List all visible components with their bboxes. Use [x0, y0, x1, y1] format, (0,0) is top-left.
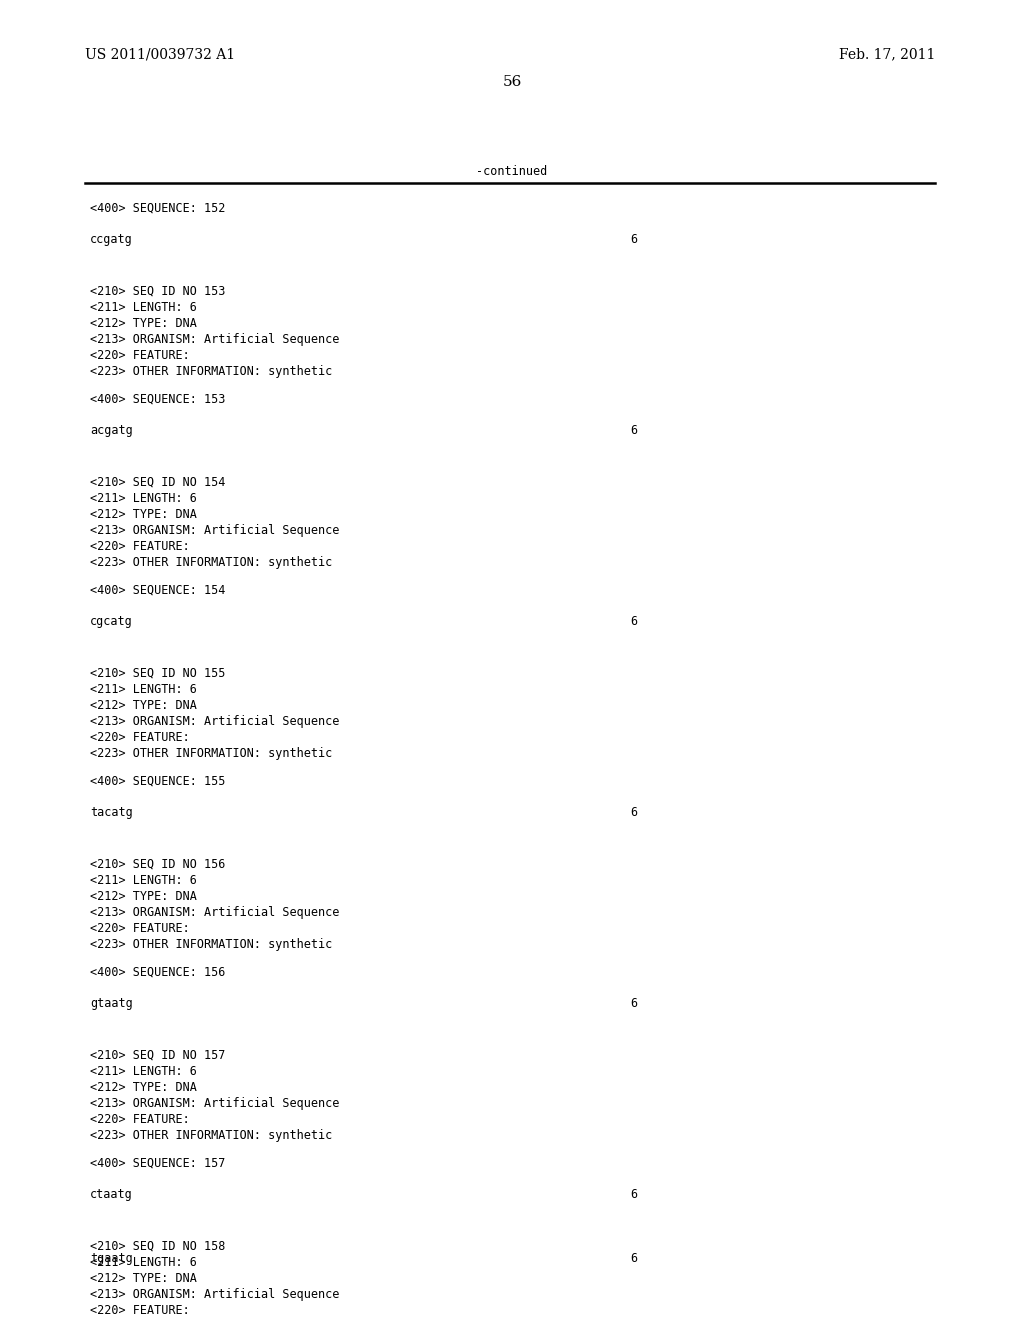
Text: Feb. 17, 2011: Feb. 17, 2011: [839, 48, 935, 61]
Text: gtaatg: gtaatg: [90, 997, 133, 1010]
Text: <220> FEATURE:: <220> FEATURE:: [90, 540, 189, 553]
Text: 6: 6: [630, 807, 637, 818]
Text: 6: 6: [630, 615, 637, 628]
Text: <213> ORGANISM: Artificial Sequence: <213> ORGANISM: Artificial Sequence: [90, 715, 339, 729]
Text: <211> LENGTH: 6: <211> LENGTH: 6: [90, 301, 197, 314]
Text: <212> TYPE: DNA: <212> TYPE: DNA: [90, 508, 197, 521]
Text: <223> OTHER INFORMATION: synthetic: <223> OTHER INFORMATION: synthetic: [90, 1129, 332, 1142]
Text: 6: 6: [630, 1188, 637, 1201]
Text: <211> LENGTH: 6: <211> LENGTH: 6: [90, 1065, 197, 1078]
Text: acgatg: acgatg: [90, 424, 133, 437]
Text: cgcatg: cgcatg: [90, 615, 133, 628]
Text: tgaatg: tgaatg: [90, 1251, 133, 1265]
Text: 6: 6: [630, 1251, 637, 1265]
Text: ctaatg: ctaatg: [90, 1188, 133, 1201]
Text: <212> TYPE: DNA: <212> TYPE: DNA: [90, 317, 197, 330]
Text: <400> SEQUENCE: 154: <400> SEQUENCE: 154: [90, 583, 225, 597]
Text: -continued: -continued: [476, 165, 548, 178]
Text: <220> FEATURE:: <220> FEATURE:: [90, 921, 189, 935]
Text: <223> OTHER INFORMATION: synthetic: <223> OTHER INFORMATION: synthetic: [90, 556, 332, 569]
Text: <400> SEQUENCE: 155: <400> SEQUENCE: 155: [90, 775, 225, 788]
Text: US 2011/0039732 A1: US 2011/0039732 A1: [85, 48, 236, 61]
Text: <223> OTHER INFORMATION: synthetic: <223> OTHER INFORMATION: synthetic: [90, 747, 332, 760]
Text: <220> FEATURE:: <220> FEATURE:: [90, 1113, 189, 1126]
Text: <400> SEQUENCE: 153: <400> SEQUENCE: 153: [90, 393, 225, 407]
Text: <400> SEQUENCE: 152: <400> SEQUENCE: 152: [90, 202, 225, 215]
Text: ccgatg: ccgatg: [90, 234, 133, 246]
Text: <210> SEQ ID NO 155: <210> SEQ ID NO 155: [90, 667, 225, 680]
Text: <210> SEQ ID NO 153: <210> SEQ ID NO 153: [90, 285, 225, 298]
Text: <211> LENGTH: 6: <211> LENGTH: 6: [90, 1257, 197, 1269]
Text: 6: 6: [630, 234, 637, 246]
Text: <212> TYPE: DNA: <212> TYPE: DNA: [90, 700, 197, 711]
Text: <223> OTHER INFORMATION: synthetic: <223> OTHER INFORMATION: synthetic: [90, 366, 332, 378]
Text: <400> SEQUENCE: 157: <400> SEQUENCE: 157: [90, 1158, 225, 1170]
Text: <211> LENGTH: 6: <211> LENGTH: 6: [90, 492, 197, 506]
Text: <213> ORGANISM: Artificial Sequence: <213> ORGANISM: Artificial Sequence: [90, 333, 339, 346]
Text: <223> OTHER INFORMATION: synthetic: <223> OTHER INFORMATION: synthetic: [90, 939, 332, 950]
Text: 6: 6: [630, 997, 637, 1010]
Text: <213> ORGANISM: Artificial Sequence: <213> ORGANISM: Artificial Sequence: [90, 1097, 339, 1110]
Text: tacatg: tacatg: [90, 807, 133, 818]
Text: <213> ORGANISM: Artificial Sequence: <213> ORGANISM: Artificial Sequence: [90, 906, 339, 919]
Text: <220> FEATURE:: <220> FEATURE:: [90, 348, 189, 362]
Text: <210> SEQ ID NO 158: <210> SEQ ID NO 158: [90, 1239, 225, 1253]
Text: <212> TYPE: DNA: <212> TYPE: DNA: [90, 1272, 197, 1284]
Text: <212> TYPE: DNA: <212> TYPE: DNA: [90, 890, 197, 903]
Text: <211> LENGTH: 6: <211> LENGTH: 6: [90, 682, 197, 696]
Text: 6: 6: [630, 424, 637, 437]
Text: <210> SEQ ID NO 157: <210> SEQ ID NO 157: [90, 1049, 225, 1063]
Text: <210> SEQ ID NO 154: <210> SEQ ID NO 154: [90, 477, 225, 488]
Text: <210> SEQ ID NO 156: <210> SEQ ID NO 156: [90, 858, 225, 871]
Text: <213> ORGANISM: Artificial Sequence: <213> ORGANISM: Artificial Sequence: [90, 1288, 339, 1302]
Text: <213> ORGANISM: Artificial Sequence: <213> ORGANISM: Artificial Sequence: [90, 524, 339, 537]
Text: <220> FEATURE:: <220> FEATURE:: [90, 1304, 189, 1317]
Text: <211> LENGTH: 6: <211> LENGTH: 6: [90, 874, 197, 887]
Text: <212> TYPE: DNA: <212> TYPE: DNA: [90, 1081, 197, 1094]
Text: 56: 56: [503, 75, 521, 88]
Text: <220> FEATURE:: <220> FEATURE:: [90, 731, 189, 744]
Text: <400> SEQUENCE: 156: <400> SEQUENCE: 156: [90, 966, 225, 979]
